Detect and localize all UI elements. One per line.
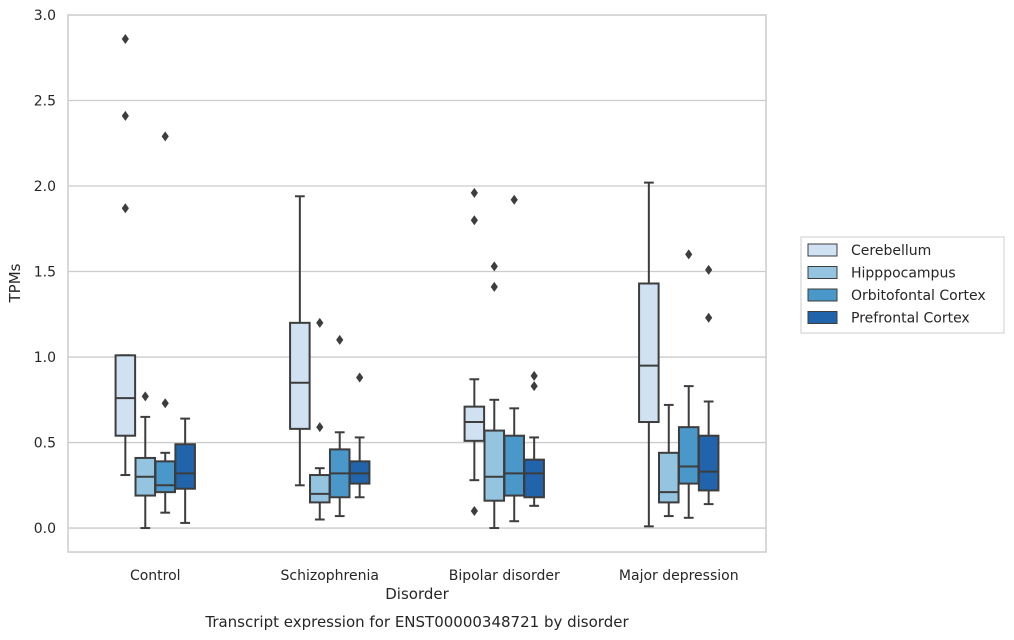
- plot-frame: [67, 14, 767, 553]
- outlier-point: [336, 334, 344, 345]
- box-iqr: [174, 443, 196, 490]
- outlier-point: [530, 370, 538, 381]
- box-hipppocampus: [134, 391, 157, 530]
- legend-swatch: [807, 288, 838, 302]
- outlier-point: [510, 194, 518, 205]
- legend: Cerebellum Hipppocampus Orbitofontal Corte…: [800, 236, 1005, 334]
- box-iqr: [638, 282, 660, 424]
- outlier-point: [530, 381, 538, 392]
- outlier-point: [161, 131, 169, 142]
- box-orbitofontal-cortex: [154, 131, 176, 514]
- box-cerebellum: [638, 181, 660, 528]
- box-iqr: [677, 426, 700, 485]
- outlier-point: [316, 317, 324, 328]
- outlier-point: [470, 187, 478, 198]
- outlier-point: [490, 261, 498, 272]
- box-prefrontal-cortex: [697, 264, 720, 506]
- box-iqr: [114, 354, 137, 437]
- x-axis-title: Disorder: [385, 585, 449, 603]
- box-orbitofontal-cortex: [677, 249, 700, 519]
- box-hipppocampus: [309, 317, 331, 521]
- outlier-point: [470, 505, 478, 516]
- legend-swatch: [807, 311, 838, 324]
- y-tick-label: 0.0: [34, 521, 56, 537]
- box-prefrontal-cortex: [348, 372, 371, 499]
- outlier-point: [685, 249, 693, 260]
- x-tick-labels: Control Schizophrenia Bipolar disorder Majo…: [130, 568, 739, 584]
- box-iqr: [503, 434, 525, 497]
- legend-label: Orbitofontal Cortex: [851, 288, 986, 304]
- chart-caption: Transcript expression for ENST0000034872…: [204, 613, 629, 631]
- outlier-point: [121, 110, 129, 121]
- outlier-point: [161, 398, 169, 409]
- boxes: [114, 33, 720, 530]
- box-cerebellum: [114, 33, 137, 477]
- x-tick-label: Control: [130, 568, 181, 584]
- box-iqr: [463, 405, 486, 442]
- y-tick-label: 2.5: [34, 94, 56, 110]
- legend-label: Prefrontal Cortex: [851, 311, 970, 327]
- box-prefrontal-cortex: [174, 417, 196, 524]
- outlier-point: [356, 372, 364, 383]
- y-tick-label: 3.0: [34, 8, 56, 24]
- y-tick-label: 1.0: [34, 350, 56, 366]
- outlier-point: [705, 312, 713, 323]
- box-iqr: [483, 429, 506, 502]
- box-cerebellum: [289, 195, 311, 487]
- box-orbitofontal-cortex: [328, 334, 351, 518]
- box-cerebellum: [463, 187, 486, 516]
- x-tick-label: Major depression: [619, 568, 739, 584]
- box-hipppocampus: [658, 403, 680, 518]
- box-iqr: [154, 460, 176, 494]
- outlier-point: [121, 203, 129, 214]
- box-iqr: [309, 474, 331, 504]
- legend-swatch: [807, 266, 838, 279]
- box-hipppocampus: [483, 261, 506, 530]
- x-tick-label: Bipolar disorder: [449, 568, 560, 584]
- legend-swatch: [807, 243, 838, 257]
- outlier-point: [470, 215, 478, 226]
- legend-label: Hipppocampus: [851, 266, 956, 282]
- y-axis-title: TPMs: [6, 263, 24, 303]
- y-tick-labels: 0.0 0.5 1.0 1.5 2.0 2.5 3.0: [34, 8, 56, 537]
- y-tick-label: 0.5: [34, 436, 56, 452]
- box-iqr: [289, 321, 311, 430]
- outlier-point: [490, 281, 498, 292]
- box-prefrontal-cortex: [523, 370, 545, 507]
- outlier-point: [121, 33, 129, 44]
- outlier-point: [705, 264, 713, 275]
- outlier-point: [316, 422, 324, 433]
- y-tick-label: 1.5: [34, 265, 56, 281]
- box-iqr: [658, 451, 680, 504]
- x-tick-label: Schizophrenia: [281, 568, 379, 584]
- box-orbitofontal-cortex: [503, 194, 525, 523]
- outlier-point: [141, 391, 149, 402]
- y-tick-label: 2.0: [34, 179, 56, 195]
- box-iqr: [523, 458, 545, 499]
- box-iqr: [697, 434, 720, 492]
- legend-label: Cerebellum: [851, 243, 931, 259]
